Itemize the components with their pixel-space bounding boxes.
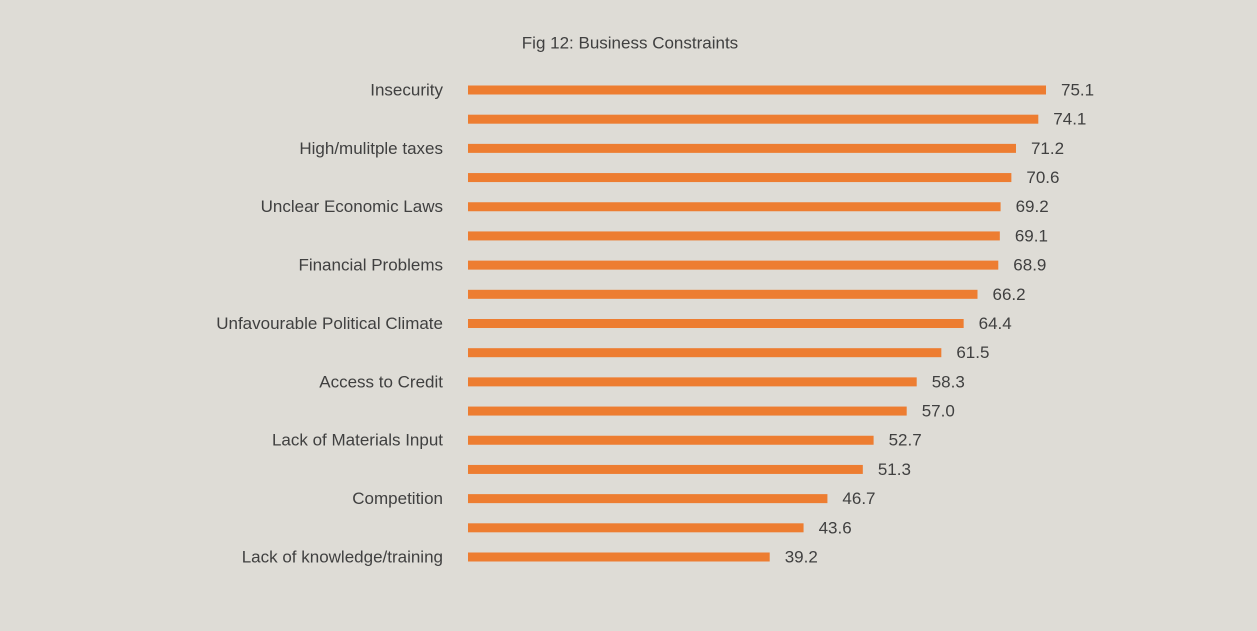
value-label: 52.7 [889, 431, 922, 450]
bar [468, 173, 1012, 183]
value-label: 68.9 [1013, 256, 1046, 275]
bar [468, 464, 863, 474]
bar [468, 289, 978, 299]
bar [468, 435, 874, 445]
value-label: 58.3 [932, 372, 965, 391]
category-label: Competition [352, 489, 443, 508]
chart-title: Fig 12: Business Constraints [522, 33, 738, 52]
bar [468, 85, 1046, 95]
bar [468, 231, 1000, 241]
bar [468, 552, 770, 562]
value-label: 69.1 [1015, 226, 1048, 245]
category-label: Unfavourable Political Climate [216, 314, 443, 333]
bar [468, 143, 1016, 153]
bar [468, 319, 964, 328]
bar [468, 202, 1001, 212]
bar [468, 406, 907, 416]
value-label: 39.2 [785, 547, 818, 566]
category-label: Access to Credit [319, 372, 443, 391]
category-label: Financial Problems [298, 256, 443, 275]
bar [468, 494, 828, 504]
value-label: 74.1 [1053, 110, 1086, 129]
category-label: Unclear Economic Laws [261, 197, 443, 216]
bar [468, 523, 804, 533]
value-label: 64.4 [979, 314, 1012, 333]
value-label: 46.7 [842, 489, 875, 508]
value-label: 66.2 [993, 285, 1026, 304]
category-label: High/mulitple taxes [299, 139, 443, 158]
bar [468, 377, 917, 387]
value-label: 43.6 [819, 518, 852, 537]
value-label: 69.2 [1016, 197, 1049, 216]
category-label: Lack of knowledge/training [242, 547, 443, 566]
value-label: 61.5 [956, 343, 989, 362]
bar [468, 348, 942, 358]
bar [468, 260, 999, 270]
value-label: 71.2 [1031, 139, 1064, 158]
category-label: Insecurity [370, 80, 443, 99]
value-label: 57.0 [922, 402, 955, 421]
value-label: 70.6 [1026, 168, 1059, 187]
value-label: 75.1 [1061, 80, 1094, 99]
value-label: 51.3 [878, 460, 911, 479]
bar [468, 114, 1039, 124]
category-label: Lack of Materials Input [272, 431, 443, 450]
